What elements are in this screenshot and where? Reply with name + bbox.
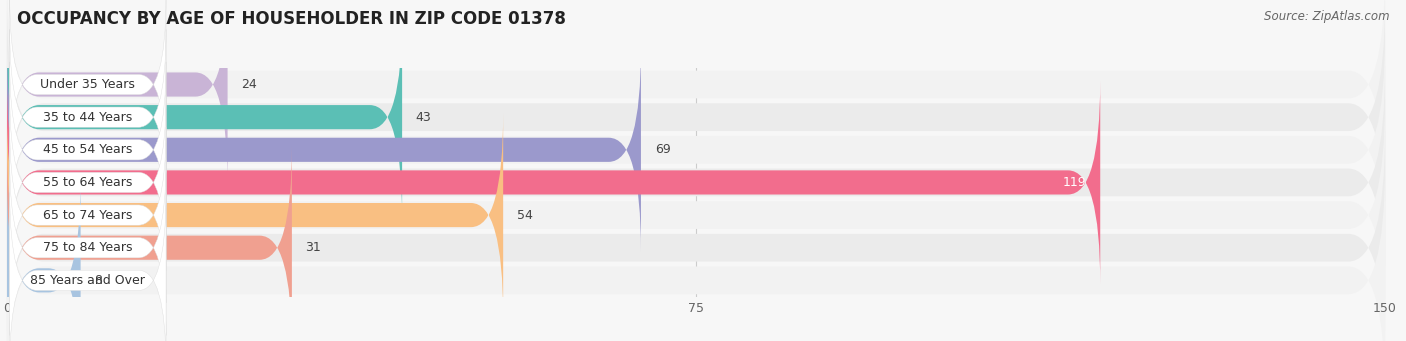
FancyBboxPatch shape [7,33,1385,266]
FancyBboxPatch shape [10,160,166,336]
FancyBboxPatch shape [10,62,166,238]
FancyBboxPatch shape [10,127,166,303]
FancyBboxPatch shape [7,0,1385,234]
FancyBboxPatch shape [10,95,166,270]
FancyBboxPatch shape [7,0,1385,201]
FancyBboxPatch shape [7,131,1385,341]
FancyBboxPatch shape [7,146,292,341]
Text: Source: ZipAtlas.com: Source: ZipAtlas.com [1264,10,1389,23]
FancyBboxPatch shape [7,80,1101,285]
Text: 8: 8 [94,274,103,287]
Text: 75 to 84 Years: 75 to 84 Years [44,241,132,254]
Text: OCCUPANCY BY AGE OF HOUSEHOLDER IN ZIP CODE 01378: OCCUPANCY BY AGE OF HOUSEHOLDER IN ZIP C… [17,10,565,28]
Text: 55 to 64 Years: 55 to 64 Years [44,176,132,189]
FancyBboxPatch shape [7,113,503,317]
FancyBboxPatch shape [7,48,641,252]
Text: 31: 31 [305,241,322,254]
FancyBboxPatch shape [7,164,1385,341]
FancyBboxPatch shape [7,178,80,341]
Text: 85 Years and Over: 85 Years and Over [31,274,145,287]
Text: 43: 43 [416,111,432,124]
FancyBboxPatch shape [10,0,166,172]
FancyBboxPatch shape [10,29,166,205]
Text: Under 35 Years: Under 35 Years [41,78,135,91]
Text: 54: 54 [517,209,533,222]
FancyBboxPatch shape [7,15,402,219]
Text: 65 to 74 Years: 65 to 74 Years [44,209,132,222]
FancyBboxPatch shape [10,193,166,341]
FancyBboxPatch shape [7,0,228,187]
FancyBboxPatch shape [7,66,1385,299]
Text: 35 to 44 Years: 35 to 44 Years [44,111,132,124]
Text: 45 to 54 Years: 45 to 54 Years [44,143,132,156]
Text: 69: 69 [655,143,671,156]
Text: 24: 24 [242,78,257,91]
FancyBboxPatch shape [7,99,1385,332]
Text: 119: 119 [1063,176,1087,189]
